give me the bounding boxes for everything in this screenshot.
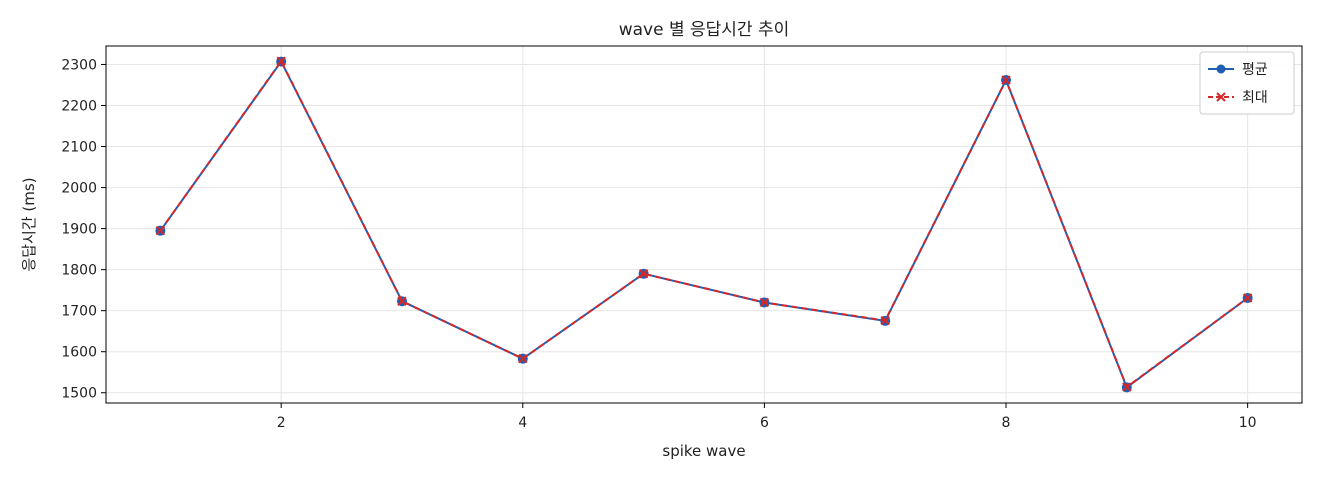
y-axis-title: 응답시간 (ms)	[20, 177, 38, 271]
legend-marker	[1216, 92, 1226, 102]
x-tick-label: 4	[518, 415, 527, 431]
y-tick-label: 2200	[61, 99, 97, 115]
series-2	[155, 56, 1253, 392]
legend-label: 최대	[1242, 90, 1268, 106]
y-tick-label: 2000	[61, 181, 97, 197]
x-axis-title: spike wave	[662, 442, 745, 460]
data-point	[880, 315, 890, 326]
legend-item: 최대	[1208, 90, 1268, 106]
data-point	[1242, 293, 1253, 303]
plot-area-frame	[105, 45, 1303, 404]
data-point	[638, 269, 649, 279]
data-point	[518, 353, 528, 364]
data-point	[1122, 382, 1132, 392]
series-layer	[155, 56, 1253, 393]
data-point	[1001, 75, 1011, 85]
data-point	[276, 56, 286, 66]
series-line	[159, 60, 1249, 388]
data-point	[397, 296, 407, 306]
data-point	[155, 225, 166, 236]
y-tick-label: 1900	[61, 222, 97, 238]
x-tick-label: 2	[277, 415, 286, 431]
grid	[106, 46, 1302, 403]
y-tick-label: 1500	[61, 386, 97, 402]
data-point	[759, 297, 770, 308]
y-tick-label: 1800	[61, 263, 97, 279]
x-tick-label: 10	[1239, 415, 1257, 431]
legend-marker	[1216, 64, 1226, 74]
y-tick-label: 1700	[61, 304, 97, 320]
y-tick-label: 1600	[61, 345, 97, 361]
y-tick-label: 2100	[61, 140, 97, 156]
y-tick-label: 2300	[61, 57, 97, 73]
legend-label: 평균	[1242, 62, 1268, 78]
x-tick-label: 6	[760, 415, 769, 431]
x-tick-label: 8	[1002, 415, 1011, 431]
axis-ticks: 1500 1600 1700 1800 1900 2000 2100 2200 2300 2 4 6 8…	[61, 57, 1256, 431]
chart-title: wave 별 응답시간 추이	[619, 20, 790, 40]
legend-item: 평균	[1208, 62, 1268, 78]
